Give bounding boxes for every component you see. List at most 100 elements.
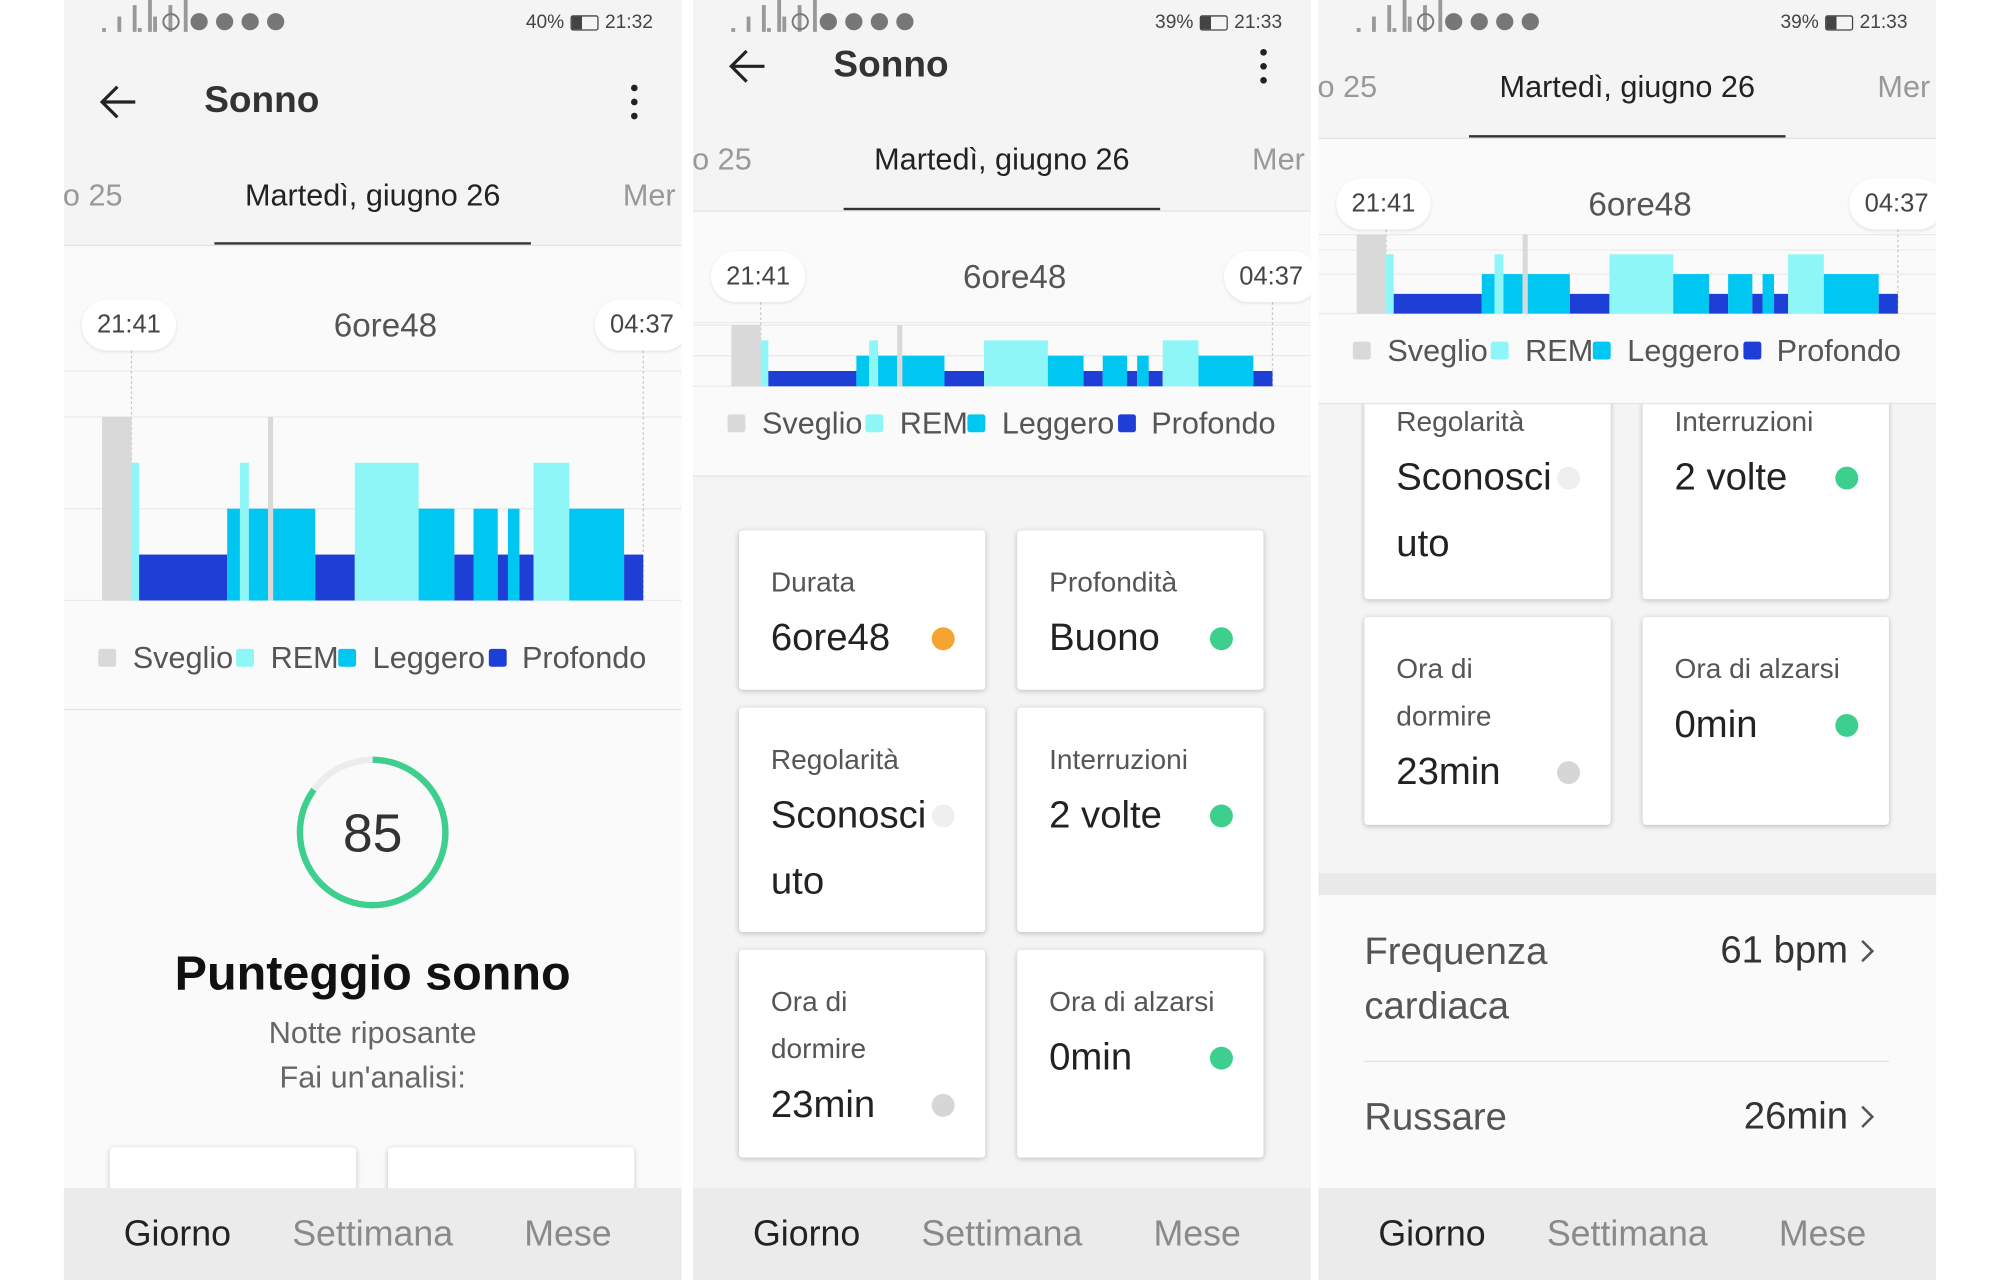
metric-card[interactable]: Ora di dormire 23min xyxy=(1364,617,1611,825)
sleep-stage-segment xyxy=(1162,340,1199,387)
legend-label: Profondo xyxy=(1151,406,1276,442)
nav-tab[interactable]: Settimana xyxy=(921,1213,1083,1254)
card-label: Ora di dormire xyxy=(1396,652,1492,732)
signal-bar xyxy=(168,5,173,32)
signal-bar xyxy=(137,28,142,32)
sleep-stage-segment xyxy=(507,508,520,601)
sleep-stage-segment xyxy=(869,340,879,387)
card-value-row: Sconosciuto xyxy=(771,783,955,916)
back-arrow[interactable] xyxy=(99,84,138,120)
signal-bar xyxy=(1407,16,1412,32)
signal-bar xyxy=(132,5,137,32)
signal-bar xyxy=(1387,5,1392,32)
sleep-stage-segment xyxy=(1102,355,1127,387)
signal-bar xyxy=(731,28,736,32)
status-icons xyxy=(1356,0,1539,32)
bottom-nav: Giorno Settimana Mese xyxy=(63,1188,682,1280)
metric-value: 61 bpm xyxy=(1720,929,1849,972)
date-tab-next[interactable]: Mer xyxy=(1877,70,1931,105)
metric-card[interactable]: Interruzioni 2 volte xyxy=(1017,707,1264,932)
signal-bar xyxy=(1392,28,1397,32)
sleep-stage-segment xyxy=(139,554,228,601)
card-label: Ora di alzarsi xyxy=(1049,985,1215,1018)
date-tab-next[interactable]: Mer xyxy=(622,178,676,213)
menu-button[interactable] xyxy=(1258,48,1268,84)
signal-bar xyxy=(117,16,122,32)
card-value-row: Buono xyxy=(1049,606,1233,672)
date-tab-current[interactable]: Martedì, giugno 26 xyxy=(244,178,501,213)
battery-icon xyxy=(1199,15,1228,31)
legend-swatch xyxy=(338,648,357,667)
status-icon xyxy=(1521,13,1539,31)
status-time: 21:32 xyxy=(604,11,653,34)
metric-card[interactable]: Ora di dormire 23min xyxy=(738,949,986,1158)
metric-card[interactable]: Regolarità Sconosciuto xyxy=(1364,369,1611,600)
nav-tab[interactable]: Mese xyxy=(1153,1213,1241,1254)
metric-card[interactable]: Ora di alzarsi 0min xyxy=(1642,617,1889,825)
bottom-nav: Giorno Settimana Mese xyxy=(693,1188,1311,1280)
nav-tab[interactable]: Mese xyxy=(1778,1213,1867,1254)
legend-swatch xyxy=(1592,341,1611,360)
date-tab-prev[interactable]: o 25 xyxy=(693,142,752,178)
nav-tab[interactable]: Giorno xyxy=(1378,1213,1486,1254)
sleep-stage-segment xyxy=(418,508,455,601)
start-time: 21:41 xyxy=(1336,178,1431,230)
date-tab-current[interactable]: Martedì, giugno 26 xyxy=(874,142,1130,178)
date-tab-prev[interactable]: o 25 xyxy=(63,178,123,213)
metric-card[interactable]: Ora di alzarsi 0min xyxy=(1017,949,1264,1158)
status-time: 21:33 xyxy=(1859,11,1908,34)
signal-bar xyxy=(1423,5,1427,32)
sleep-stage-segment xyxy=(1198,355,1254,387)
legend-label: Sveglio xyxy=(1387,334,1488,369)
legend-label: Profondo xyxy=(1776,334,1901,369)
card-label: Durata xyxy=(770,566,856,598)
metric-card[interactable]: Regolarità Sconosciuto xyxy=(738,707,986,932)
start-time: 21:41 xyxy=(81,299,177,351)
metric-card[interactable]: Durata 6ore48 xyxy=(738,530,986,690)
date-tab-next[interactable]: Mer xyxy=(1252,142,1305,178)
nav-tab[interactable]: Settimana xyxy=(292,1213,454,1254)
nav-tab[interactable]: Mese xyxy=(524,1213,612,1254)
sleep-stage-segment xyxy=(944,370,985,387)
date-tab-prev[interactable]: o 25 xyxy=(1318,70,1378,105)
menu-dot xyxy=(1260,77,1267,84)
card-label: Interruzioni xyxy=(1674,405,1814,438)
sleep-stage-segment xyxy=(984,340,1048,387)
nav-tab[interactable]: Giorno xyxy=(752,1213,861,1254)
date-tab-current[interactable]: Martedì, giugno 26 xyxy=(1499,70,1755,105)
sleep-stage-segment xyxy=(1047,355,1084,387)
signal-bar xyxy=(746,16,751,32)
menu-dot xyxy=(1260,48,1267,56)
sleep-stage-segment xyxy=(1569,293,1610,314)
tab-underline xyxy=(843,207,1161,211)
sleep-stage-segment xyxy=(1522,234,1528,314)
status-dot xyxy=(1835,466,1859,490)
card-value: Buono xyxy=(1049,617,1160,660)
menu-dot xyxy=(631,112,638,120)
sleep-stage-segment xyxy=(731,325,761,387)
menu-button[interactable] xyxy=(629,84,639,120)
status-icon xyxy=(216,13,234,31)
card-value-row: 2 volte xyxy=(1049,783,1233,849)
sleep-stage-segment xyxy=(473,508,498,601)
status-dot xyxy=(1557,761,1581,785)
metric-card[interactable]: Profondità Buono xyxy=(1017,530,1264,690)
nav-tab[interactable]: Settimana xyxy=(1546,1213,1708,1254)
metric-label[interactable]: Frequenza cardiaca xyxy=(1364,930,1548,1028)
sleep-stage-segment xyxy=(902,355,945,387)
status-dot xyxy=(1209,804,1233,828)
signal-bar xyxy=(1372,16,1376,32)
legend-label: Sveglio xyxy=(132,641,234,676)
sleep-stage-segment xyxy=(856,355,870,387)
status-dot xyxy=(1209,627,1233,651)
legend-swatch xyxy=(1743,341,1762,360)
sleep-stage-segment xyxy=(1503,274,1523,314)
sleep-stage-segment xyxy=(1083,370,1103,387)
end-time: 04:37 xyxy=(1849,178,1937,230)
back-arrow[interactable] xyxy=(729,48,767,84)
metric-card[interactable]: Interruzioni 2 volte xyxy=(1642,369,1889,600)
nav-tab[interactable]: Giorno xyxy=(123,1213,232,1254)
signal-bar xyxy=(777,0,782,32)
legend-swatch xyxy=(967,414,986,433)
metric-label[interactable]: Russare xyxy=(1364,1096,1507,1139)
